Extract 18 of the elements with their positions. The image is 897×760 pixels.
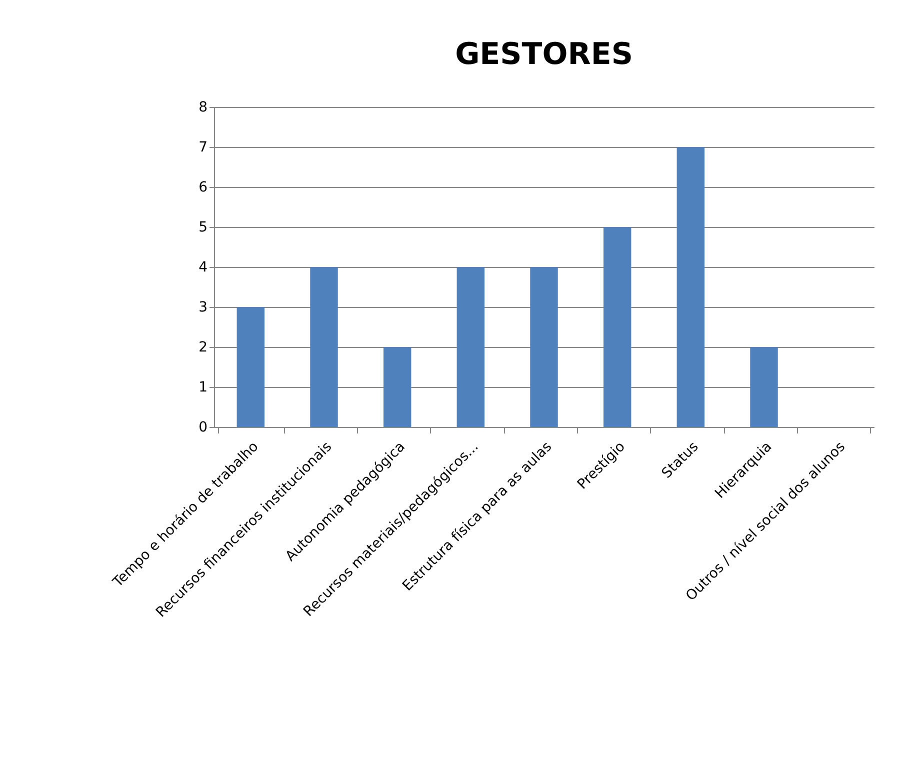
y-tick-label: 6 [198, 180, 208, 196]
y-tick-label: 4 [198, 260, 208, 276]
y-tick-label: 0 [198, 420, 208, 436]
y-tick-label: 2 [198, 340, 208, 356]
y-tick-label: 7 [198, 140, 208, 156]
y-tick-label: 3 [198, 300, 208, 316]
bar [530, 267, 558, 427]
y-tick-label: 1 [198, 380, 208, 396]
bar [236, 307, 265, 427]
bar [456, 267, 485, 427]
chart-title: GESTORES [455, 37, 633, 72]
bar [603, 227, 632, 427]
bar [383, 347, 412, 427]
bar [676, 147, 705, 427]
bar [750, 347, 778, 427]
y-tick-label: 5 [198, 220, 208, 236]
y-tick-label: 8 [198, 100, 208, 116]
bar [310, 267, 338, 427]
